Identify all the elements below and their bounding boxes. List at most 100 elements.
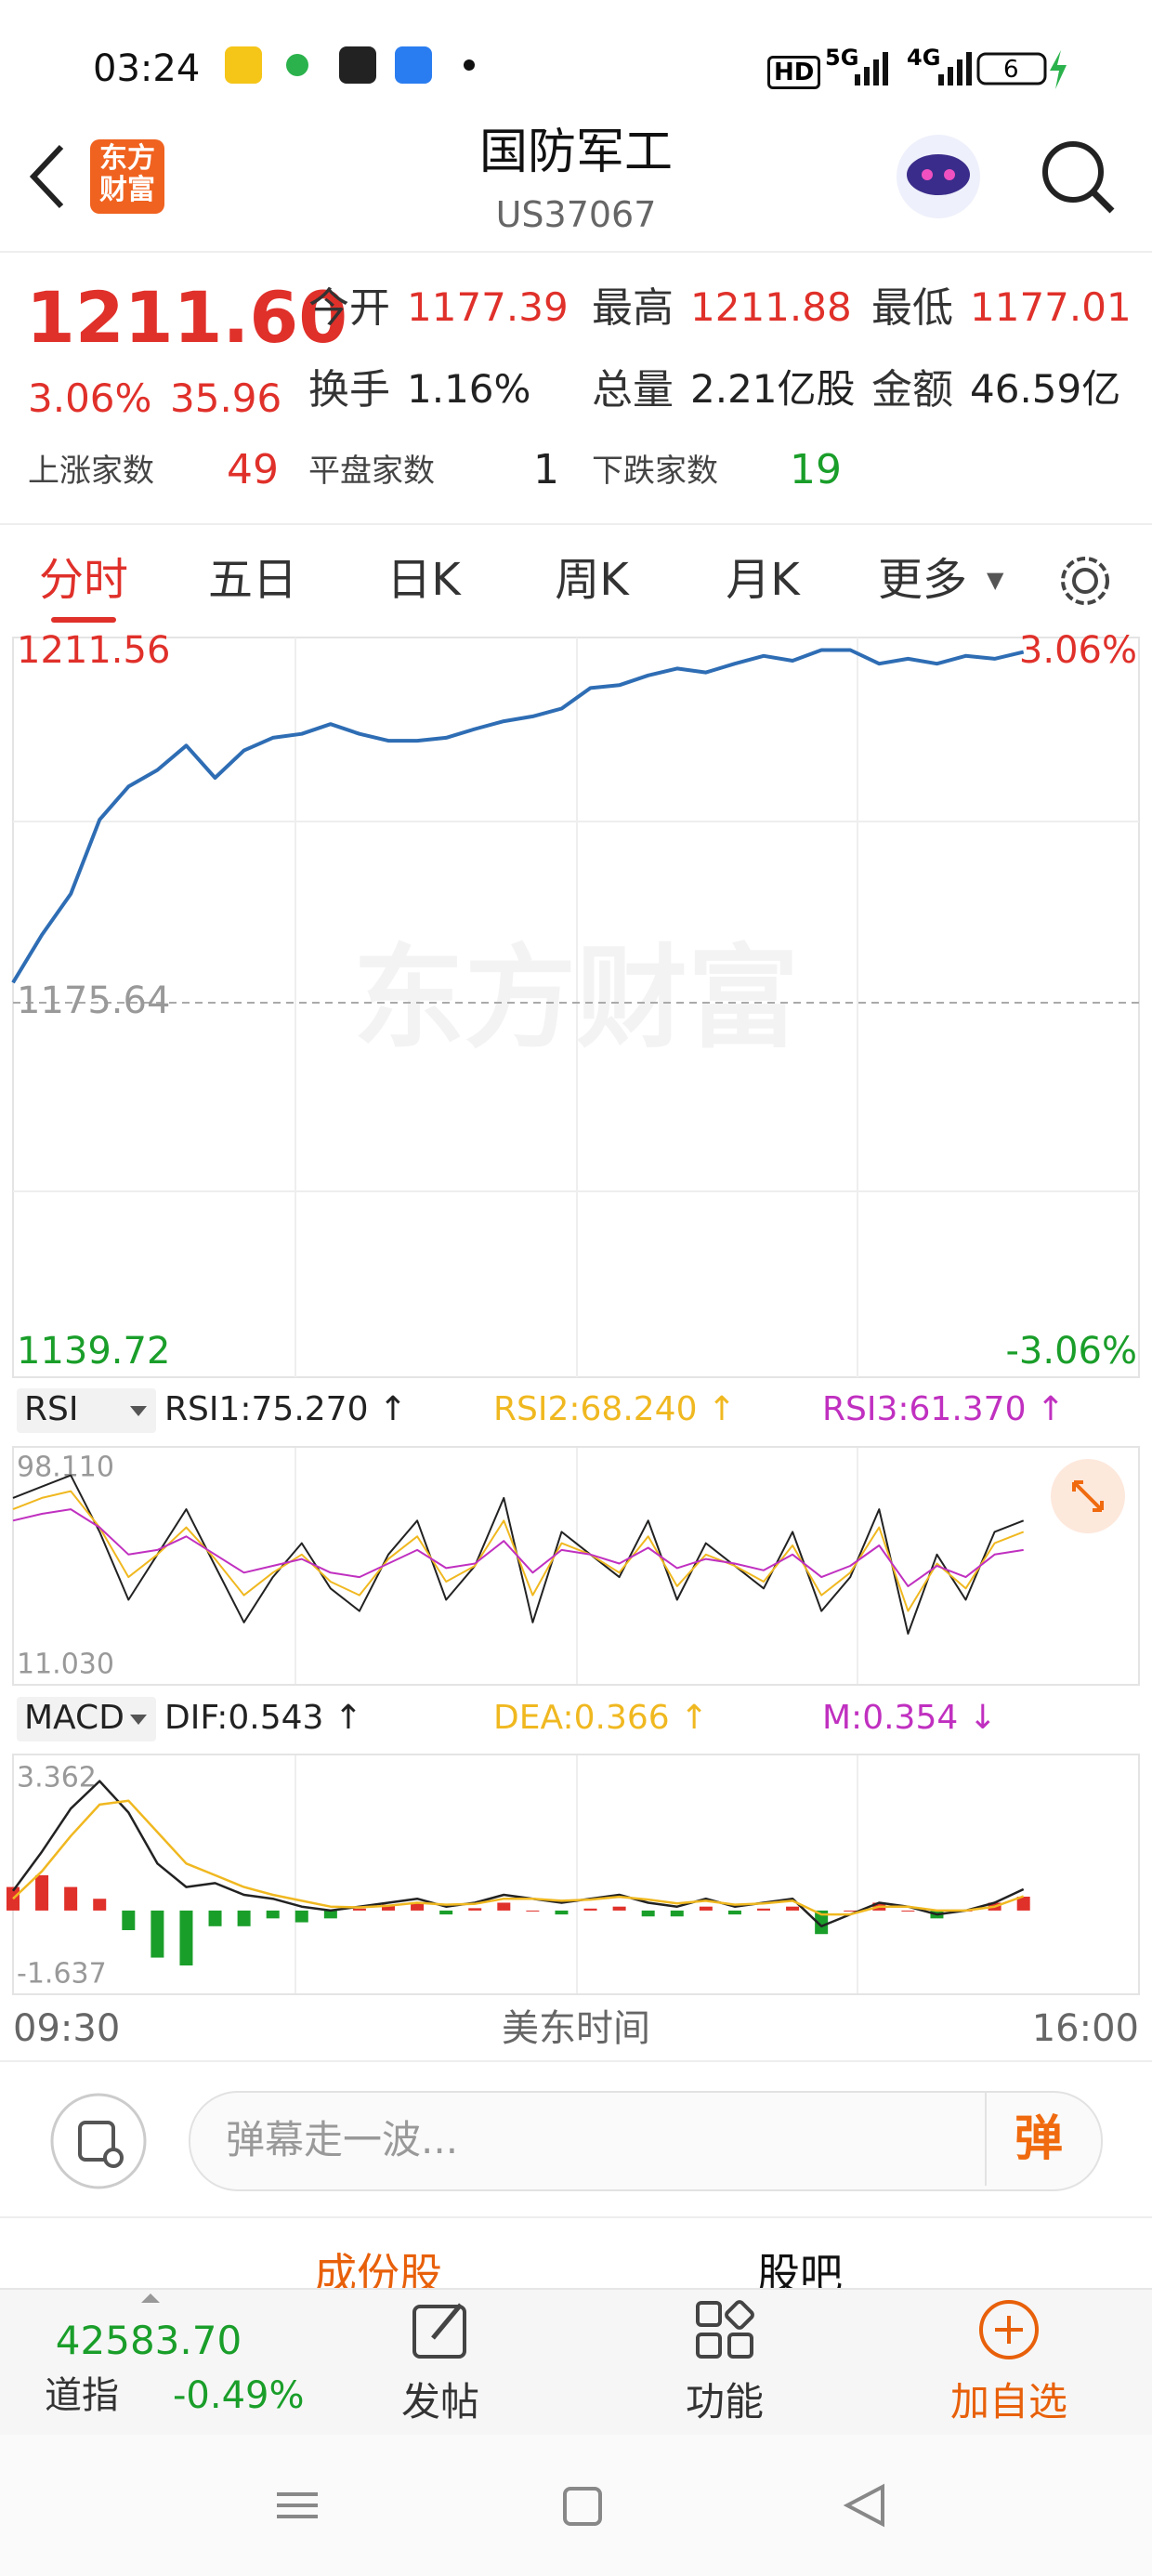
dropdown-arrow (130, 1406, 147, 1416)
histogram-bar (526, 1910, 540, 1912)
divider (0, 523, 1152, 525)
histogram-bar (352, 1908, 366, 1911)
y-tick-label: 11.030 (17, 1649, 114, 1681)
field-value: 1.16% (407, 366, 531, 412)
histogram-bar (468, 1908, 482, 1911)
status-time: 03:24 (93, 47, 201, 90)
histogram-bar (555, 1910, 569, 1915)
x-tick-label: 09:30 (13, 2007, 120, 2050)
histogram-bar (382, 1904, 395, 1911)
field-label: 最低 (871, 284, 953, 332)
change-amount: 35.96 (170, 375, 282, 421)
chart-tab[interactable]: 日K (386, 554, 461, 606)
notification-icons (225, 46, 475, 84)
field-label: 今开 (308, 284, 390, 332)
post-icon[interactable] (409, 2297, 474, 2362)
histogram-bar (757, 1908, 770, 1911)
divider (0, 2060, 1152, 2062)
breadth-value: 1 (533, 446, 559, 493)
settings-button[interactable] (1055, 551, 1115, 611)
index-name: 道指 (45, 2374, 119, 2417)
last-price: 1211.60 (26, 276, 348, 359)
nav-label[interactable]: 功能 (685, 2379, 764, 2425)
histogram-bar (151, 1910, 164, 1958)
histogram-bar (411, 1902, 425, 1911)
x-axis-label: 美东时间 (502, 2007, 650, 2050)
histogram-bar (844, 1910, 857, 1912)
y-tick-label: 98.110 (17, 1452, 114, 1484)
field-value: 1211.88 (690, 284, 852, 330)
histogram-bar (583, 1908, 597, 1911)
search-button[interactable] (1036, 135, 1119, 218)
comment-placeholder: 弹幕走一波... (226, 2117, 459, 2162)
hd-indicator: HD (767, 56, 821, 89)
y-tick-label: 1211.56 (17, 632, 170, 672)
field-value: 1177.39 (407, 284, 569, 330)
breadth-value: 19 (790, 446, 842, 493)
logo-line: 东方 (99, 142, 155, 175)
back-button[interactable] (24, 139, 71, 214)
breadth-value: 49 (227, 446, 279, 493)
function-icon[interactable] (692, 2297, 757, 2362)
chart-tab[interactable]: 更多 (877, 554, 967, 606)
field-label: 换手 (308, 366, 390, 414)
chart: 东方财富 1211.56 1175.64 1139.72 3.06% -3.06% 98.… (7, 632, 1140, 2050)
histogram-bar (727, 1910, 741, 1915)
tab-dropdown-arrow: ▼ (987, 567, 1004, 593)
histogram-bar (237, 1910, 251, 1926)
network-5g: 5G (825, 45, 859, 71)
app-logo: 东方 财富 (90, 139, 164, 214)
add-watch-icon[interactable] (976, 2297, 1041, 2362)
histogram-bar (901, 1910, 915, 1912)
chart-tab[interactable]: 五日 (207, 554, 297, 606)
breadth-label: 上涨家数 (28, 453, 154, 490)
stock-code: US37067 (495, 194, 657, 235)
system-nav (0, 2435, 1152, 2576)
nav-label[interactable]: 发帖 (400, 2379, 479, 2425)
y-tick-label: 3.362 (17, 1762, 97, 1794)
divider (0, 2216, 1152, 2218)
histogram-bar (93, 1899, 107, 1911)
index-change: -0.49% (173, 2374, 305, 2417)
tab-indicator (51, 617, 116, 623)
index-value[interactable]: 42583.70 (55, 2318, 242, 2363)
chart-tab[interactable]: 周K (555, 554, 629, 606)
danmaku-button[interactable]: 弹 (1015, 2111, 1064, 2167)
comment-input[interactable] (189, 2091, 1103, 2191)
histogram-bar (295, 1910, 308, 1923)
legend-entry: RSI1:75.270 ↑ (164, 1390, 407, 1428)
dropdown-arrow (130, 1715, 147, 1725)
histogram-bar (1016, 1896, 1030, 1911)
nav-label[interactable]: 加自选 (949, 2379, 1067, 2425)
histogram-bar (699, 1906, 713, 1911)
field-label: 总量 (592, 366, 674, 414)
battery-level: 6 (1003, 56, 1019, 84)
indicator-select: RSI (24, 1390, 78, 1428)
histogram-bar (35, 1874, 49, 1911)
histogram-bar (612, 1906, 626, 1911)
chart-tab[interactable]: 月K (726, 554, 800, 606)
line (11, 1780, 1025, 1928)
comment-icon[interactable] (48, 2091, 149, 2191)
divider (985, 2093, 987, 2186)
field-value: 2.21亿股 (690, 366, 856, 412)
chart-tab[interactable]: 分时 (38, 554, 128, 606)
histogram-bar (7, 1886, 20, 1911)
logo-line: 财富 (99, 174, 155, 206)
histogram-bar (497, 1902, 511, 1911)
histogram-bar (815, 1910, 829, 1935)
line (12, 1474, 1025, 1635)
legend-entry: DEA:0.366 ↑ (493, 1699, 708, 1737)
page-title: 国防军工 (478, 125, 673, 180)
indicator-select: MACD (24, 1699, 124, 1737)
histogram-bar (670, 1910, 684, 1917)
y2-tick-label: 3.06% (1019, 632, 1137, 672)
line (12, 1508, 1024, 1587)
bottom-bar (0, 2288, 1152, 2435)
field-label: 最高 (592, 284, 674, 332)
assistant-avatar[interactable] (892, 130, 985, 223)
system-nav-buttons[interactable] (0, 2463, 1152, 2556)
change-pct: 3.06% (28, 375, 152, 421)
line (12, 1799, 1025, 1916)
